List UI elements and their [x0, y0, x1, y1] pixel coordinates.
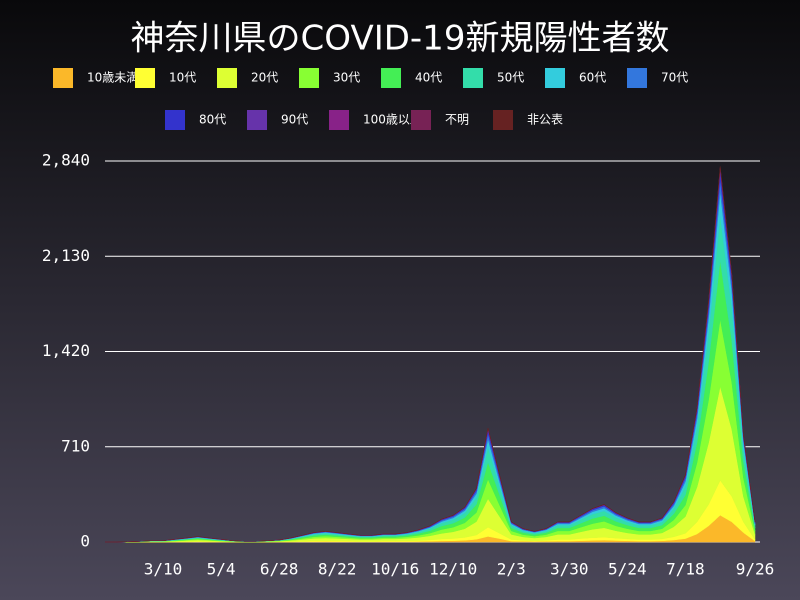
x-tick-label: 2/3 — [497, 560, 526, 579]
legend-label: 10代 — [169, 71, 196, 85]
legend-label: 不明 — [445, 113, 469, 127]
y-tick-label: 0 — [80, 532, 90, 551]
x-tick-label: 3/10 — [144, 560, 183, 579]
legend-swatch — [463, 68, 483, 88]
x-tick-label: 8/22 — [318, 560, 357, 579]
x-tick-label: 9/26 — [736, 560, 775, 579]
y-tick-label: 2,840 — [42, 151, 90, 170]
legend-label: 60代 — [579, 71, 606, 85]
x-tick-label: 6/28 — [260, 560, 299, 579]
legend-swatch — [329, 110, 349, 130]
legend-label: 非公表 — [527, 113, 563, 127]
x-tick-label: 10/16 — [371, 560, 419, 579]
legend-swatch — [545, 68, 565, 88]
legend-swatch — [411, 110, 431, 130]
area — [105, 166, 756, 543]
x-tick-label: 7/18 — [666, 560, 705, 579]
legend-label: 70代 — [661, 71, 688, 85]
y-tick-label: 1,420 — [42, 341, 90, 360]
legend-swatch — [165, 110, 185, 130]
legend-swatch — [135, 68, 155, 88]
x-tick-label: 5/4 — [207, 560, 236, 579]
legend-swatch — [299, 68, 319, 88]
legend-swatch — [247, 110, 267, 130]
legend-label: 40代 — [415, 71, 442, 85]
legend-label: 20代 — [251, 71, 278, 85]
legend-label: 80代 — [199, 113, 226, 127]
legend-label: 90代 — [281, 113, 308, 127]
x-tick-label: 12/10 — [429, 560, 477, 579]
legend-label: 10歳未満 — [87, 71, 138, 85]
legend-swatch — [217, 68, 237, 88]
legend-label: 50代 — [497, 71, 524, 85]
x-tick-label: 5/24 — [608, 560, 647, 579]
x-tick-label: 3/30 — [550, 560, 589, 579]
legend-swatch — [381, 68, 401, 88]
legend-swatch — [493, 110, 513, 130]
y-tick-label: 2,130 — [42, 246, 90, 265]
y-tick-label: 710 — [61, 436, 90, 455]
legend-swatch — [53, 68, 73, 88]
chart-title: 神奈川県のCOVID-19新規陽性者数 — [131, 19, 670, 59]
legend-label: 100歳以上 — [363, 113, 422, 127]
legend-label: 30代 — [333, 71, 360, 85]
legend-swatch — [627, 68, 647, 88]
